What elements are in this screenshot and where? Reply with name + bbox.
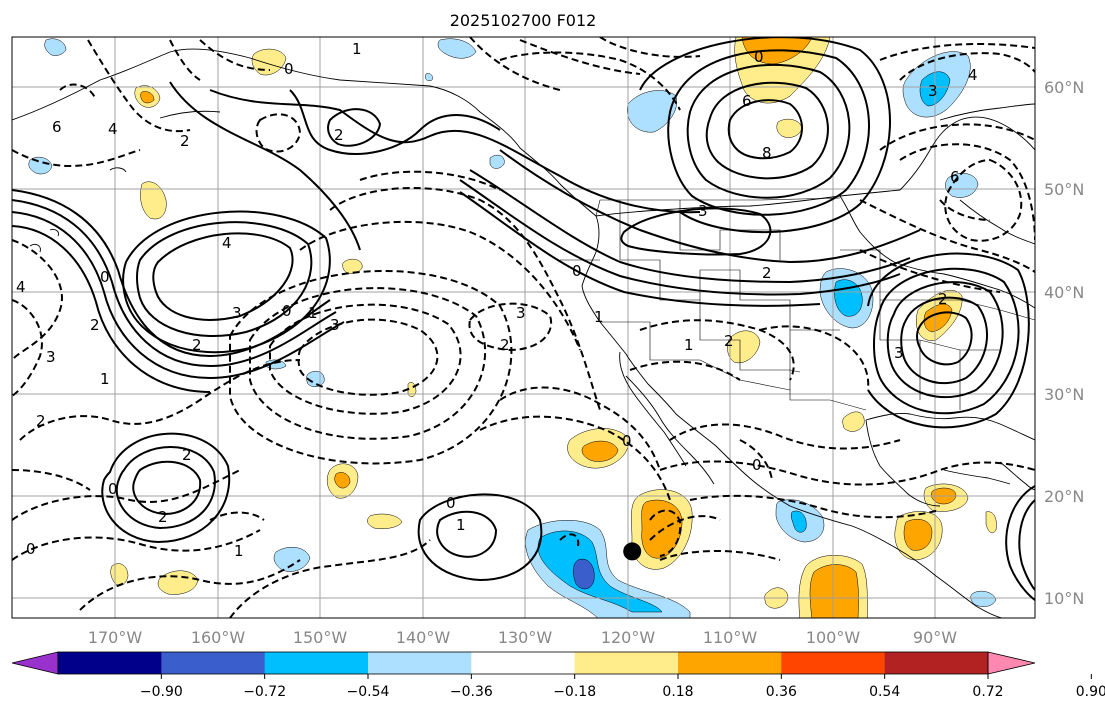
negative-anomaly-peak <box>573 558 595 590</box>
colorbar-segment <box>58 652 162 674</box>
contours <box>12 37 1035 618</box>
contour-label: 1 <box>456 516 466 534</box>
colorbar-segment <box>678 652 782 674</box>
colorbar-segment <box>471 652 576 674</box>
colorbar-tick-label: 0.90 <box>1076 684 1105 700</box>
contour-label: 2 <box>938 290 948 308</box>
colorbar-extend-low <box>11 651 59 675</box>
contour-label: 3 <box>232 304 242 322</box>
contour-label: 2 <box>500 336 510 354</box>
storm-center-marker <box>623 542 642 561</box>
contour-label: 0 <box>284 60 294 78</box>
contour-label: 6 <box>52 118 62 136</box>
contour-label: 3 <box>928 82 938 100</box>
colorbar-tick-label: −0.54 <box>347 684 390 700</box>
contour-label: 2 <box>762 264 772 282</box>
lon-label: 160°W <box>191 628 246 647</box>
lat-label: 40°N <box>1044 283 1084 302</box>
map-frame <box>11 36 1036 619</box>
colorbar-segment <box>368 652 472 674</box>
contour-label: 2 <box>192 336 202 354</box>
lat-label: 60°N <box>1044 78 1084 97</box>
contour-label: 2 <box>90 316 100 334</box>
contour-label: 1 <box>100 370 110 388</box>
contour-label: 0 <box>572 262 582 280</box>
longitude-labels: 170°W 160°W 150°W 140°W 130°W 120°W 110°… <box>88 628 957 647</box>
colorbar-tick-label: 0.36 <box>766 684 797 700</box>
contour-label: 0 <box>108 480 118 498</box>
lon-label: 100°W <box>806 628 861 647</box>
contour-label: 0 <box>754 48 764 66</box>
colorbar-tick-label: 0.54 <box>869 684 900 700</box>
contour-label: 1 <box>352 40 362 58</box>
map-area: 4 0 3 2 1 0 4 3 2 0 1 3 2 3 2 2 2 0 1 0 … <box>12 37 1035 618</box>
colorbar-tick-label: 0.72 <box>972 684 1003 700</box>
colorbar-extend-high <box>987 651 1036 675</box>
contour-label: 0 <box>446 494 456 512</box>
contour-label: 2 <box>334 126 344 144</box>
political-borders <box>560 197 1035 411</box>
contour-label: 2 <box>180 132 190 150</box>
contour-label: 8 <box>762 144 772 162</box>
contour-label: 6 <box>742 92 752 110</box>
lat-label: 20°N <box>1044 487 1084 506</box>
colorbar: −0.90 −0.72 −0.54 −0.36 −0.18 0.18 0.36 0.54 0.7… <box>11 651 1105 700</box>
figure-title: 2025102700 F012 <box>450 11 597 30</box>
anomaly-shading <box>28 37 997 618</box>
contour-label: 0 <box>26 540 36 558</box>
negative-anomaly-core <box>538 530 663 613</box>
latitude-labels: 60°N 50°N 40°N 30°N 20°N 10°N <box>1044 78 1084 608</box>
contour-label: 6 <box>950 168 960 186</box>
lon-label: 110°W <box>703 628 758 647</box>
contour-label: 3 <box>46 348 56 366</box>
colorbar-frame <box>57 651 989 675</box>
contour-label: 2 <box>724 332 734 350</box>
lon-label: 150°W <box>293 628 348 647</box>
lat-label: 10°N <box>1044 589 1084 608</box>
contour-label: 3 <box>516 304 526 322</box>
contour-label: 0 <box>282 302 292 320</box>
contour-label: 1 <box>594 308 604 326</box>
colorbar-tick-label: 0.18 <box>662 684 693 700</box>
colorbar-tick-label: −0.90 <box>140 684 183 700</box>
contour-label: 1 <box>684 336 694 354</box>
contour-label: 1 <box>234 542 244 560</box>
colorbar-tick-label: −0.72 <box>243 684 286 700</box>
contour-label: 4 <box>222 234 232 252</box>
lat-label: 30°N <box>1044 385 1084 404</box>
colorbar-tick-label: −0.36 <box>450 684 493 700</box>
contour-label: 1 <box>308 304 318 322</box>
lon-label: 120°W <box>601 628 656 647</box>
contour-label: 0 <box>622 432 632 450</box>
contour-label: 2 <box>182 446 192 464</box>
lon-label: 140°W <box>396 628 451 647</box>
contour-labels: 4 0 3 2 1 0 4 3 2 0 1 3 2 3 2 2 2 0 1 0 … <box>16 40 978 560</box>
contour-label: 3 <box>894 344 904 362</box>
contour-label: 4 <box>108 120 118 138</box>
colorbar-segment <box>574 652 679 674</box>
colorbar-segment <box>161 652 266 674</box>
colorbar-segment <box>884 652 989 674</box>
lon-label: 130°W <box>498 628 553 647</box>
lon-label: 90°W <box>913 628 957 647</box>
coastlines <box>12 48 1035 618</box>
colorbar-segment <box>264 652 369 674</box>
contour-label: 0 <box>752 456 762 474</box>
colorbar-tick-label: −0.18 <box>553 684 596 700</box>
contour-label: 0 <box>100 268 110 286</box>
lat-label: 50°N <box>1044 180 1084 199</box>
contour-label: 3 <box>698 202 708 220</box>
contour-label: 4 <box>968 66 978 84</box>
lon-label: 170°W <box>88 628 143 647</box>
colorbar-segment <box>781 652 886 674</box>
contour-label: 2 <box>158 508 168 526</box>
contour-label: 3 <box>330 316 340 334</box>
contour-label: 2 <box>36 412 46 430</box>
contour-label: 4 <box>16 278 26 296</box>
